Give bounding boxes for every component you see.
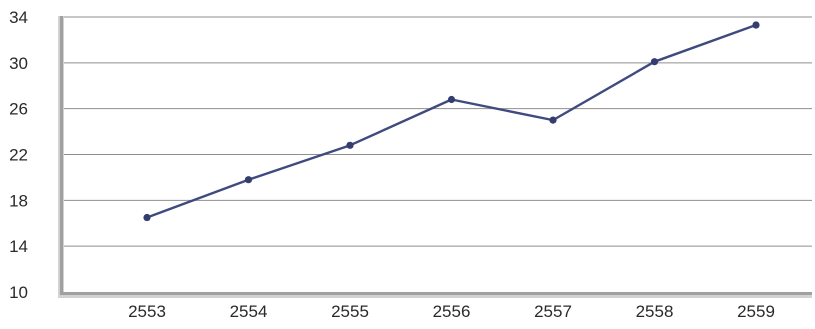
- data-point: [346, 141, 354, 149]
- data-point: [549, 116, 557, 124]
- data-point: [143, 213, 151, 222]
- grid-lines: [64, 16, 812, 247]
- x-tick-label: 2556: [433, 302, 471, 321]
- x-tick-label: 2553: [128, 302, 166, 321]
- x-tick-label: 2558: [636, 302, 674, 321]
- data-point: [447, 95, 456, 104]
- y-tick-label: 30: [9, 54, 28, 73]
- x-tick-label: 2557: [534, 302, 572, 321]
- y-tick-label: 34: [9, 8, 28, 27]
- x-tick-label: 2559: [737, 302, 775, 321]
- series-layer: [143, 21, 760, 222]
- x-tick-labels: 2553 2554 2555 2556 2557 2558 2559: [128, 302, 775, 321]
- axes: [58, 16, 812, 298]
- data-point: [244, 176, 253, 184]
- data-point: [650, 58, 659, 66]
- y-tick-label: 14: [9, 237, 28, 256]
- x-axis: [60, 292, 812, 295]
- y-tick-label: 18: [9, 191, 28, 210]
- y-tick-labels: 34 30 26 22 18 14 10: [9, 8, 28, 302]
- series-line: [145, 23, 758, 219]
- y-axis: [60, 16, 63, 295]
- y-tick-label: 10: [9, 283, 28, 302]
- x-tick-label: 2554: [230, 302, 268, 321]
- y-tick-label: 26: [9, 100, 28, 119]
- y-tick-label: 22: [9, 146, 28, 165]
- x-tick-label: 2555: [331, 302, 369, 321]
- data-point: [752, 21, 760, 29]
